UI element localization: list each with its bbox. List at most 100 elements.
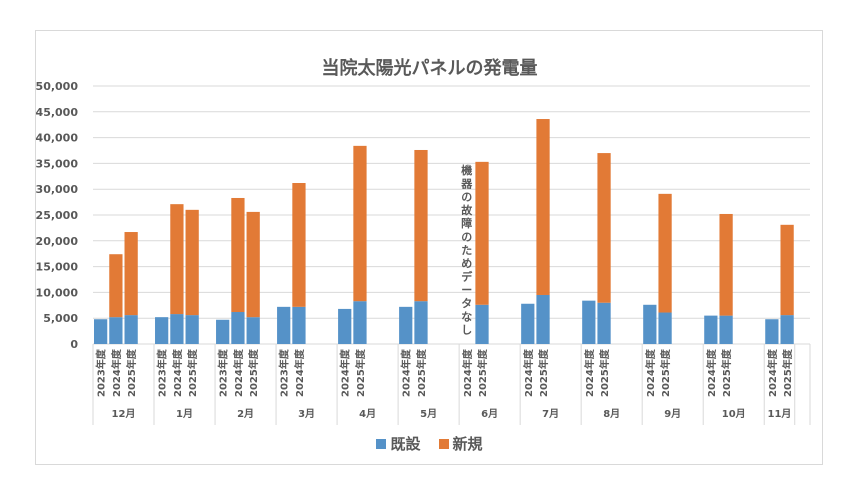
year-label: 2025年度 xyxy=(247,348,260,397)
year-label: 2023年度 xyxy=(278,348,291,397)
bar-existing xyxy=(94,319,108,344)
annotation-char: 機 xyxy=(461,163,472,177)
year-label: 2025年度 xyxy=(354,348,367,397)
bar-new xyxy=(780,224,794,316)
y-tick-label: 10,000 xyxy=(36,286,79,299)
bar-existing xyxy=(643,304,657,344)
bar-existing xyxy=(719,315,733,344)
annotation-char: ー xyxy=(461,284,472,297)
bar-new xyxy=(170,204,184,315)
month-label: 8月 xyxy=(603,408,620,420)
bar-existing xyxy=(597,302,611,344)
bar-existing xyxy=(338,308,352,344)
bar-existing xyxy=(704,315,718,344)
bar-existing xyxy=(185,315,199,344)
bar-new xyxy=(185,209,199,316)
year-label: 2024年度 xyxy=(293,348,306,397)
chart-frame xyxy=(35,30,823,465)
year-label: 2024年度 xyxy=(705,348,718,397)
year-label: 2024年度 xyxy=(110,348,123,397)
bar-existing xyxy=(780,315,794,344)
y-tick-label: 0 xyxy=(70,338,78,351)
month-label: 7月 xyxy=(542,408,559,420)
year-label: 2023年度 xyxy=(95,348,108,397)
month-label: 2月 xyxy=(237,408,254,420)
month-label: 4月 xyxy=(359,408,376,420)
year-label: 2024年度 xyxy=(522,348,535,397)
year-label: 2024年度 xyxy=(400,348,413,397)
bar-new xyxy=(597,153,611,303)
year-label: 2024年度 xyxy=(461,348,474,397)
year-label: 2025年度 xyxy=(781,348,794,397)
annotation-char: 障 xyxy=(461,216,472,230)
y-tick-label: 45,000 xyxy=(36,106,79,119)
month-label: 11月 xyxy=(768,408,792,420)
year-label: 2023年度 xyxy=(217,348,230,397)
bar-existing xyxy=(124,315,138,344)
bar-existing xyxy=(582,300,596,344)
bar-existing xyxy=(658,312,672,344)
year-label: 2024年度 xyxy=(766,348,779,397)
legend-item-existing: 既設 xyxy=(376,433,421,454)
month-label: 5月 xyxy=(420,408,437,420)
annotation-char: の xyxy=(461,191,472,204)
year-label: 2025年度 xyxy=(476,348,489,397)
year-label: 2024年度 xyxy=(339,348,352,397)
bar-new xyxy=(109,254,123,318)
legend-label-new: 新規 xyxy=(452,435,483,453)
month-label: 1月 xyxy=(176,408,193,420)
bar-existing xyxy=(231,312,245,344)
annotation-char: な xyxy=(461,310,472,323)
bar-existing xyxy=(292,306,306,344)
bar-existing xyxy=(521,303,535,344)
year-label: 2025年度 xyxy=(125,348,138,397)
annotation-char: 器 xyxy=(460,177,473,190)
bar-new xyxy=(246,211,260,318)
bar-existing xyxy=(216,319,230,344)
bar-new xyxy=(475,161,489,305)
bar-existing xyxy=(155,317,169,344)
year-label: 2025年度 xyxy=(659,348,672,397)
year-label: 2024年度 xyxy=(171,348,184,397)
month-label: 12月 xyxy=(112,408,136,420)
month-label: 9月 xyxy=(664,408,681,420)
bar-existing xyxy=(536,294,550,344)
year-label: 2025年度 xyxy=(598,348,611,397)
bar-new xyxy=(353,145,367,302)
bar-existing xyxy=(765,319,779,344)
bar-new xyxy=(292,183,306,307)
y-tick-label: 15,000 xyxy=(36,261,79,274)
y-tick-label: 40,000 xyxy=(36,132,79,145)
month-label: 10月 xyxy=(722,408,746,420)
legend-swatch-new xyxy=(438,438,449,449)
month-label: 3月 xyxy=(298,408,315,420)
bar-existing xyxy=(170,314,184,344)
bar-new xyxy=(414,149,428,302)
y-tick-label: 5,000 xyxy=(43,312,78,325)
bar-new xyxy=(231,197,245,313)
annotation-char: 故 xyxy=(461,203,473,217)
legend-item-new: 新規 xyxy=(438,433,483,454)
chart-title: 当院太陽光パネルの発電量 xyxy=(321,58,538,79)
year-label: 2024年度 xyxy=(232,348,245,397)
annotation-char: タ xyxy=(461,297,472,310)
year-label: 2024年度 xyxy=(583,348,596,397)
annotation-char: め xyxy=(461,257,472,270)
y-tick-label: 50,000 xyxy=(36,80,79,93)
bar-existing xyxy=(399,306,413,344)
bar-new xyxy=(658,193,672,313)
bar-existing xyxy=(414,301,428,344)
y-tick-label: 35,000 xyxy=(36,157,79,170)
legend: 既設 新規 xyxy=(0,433,859,454)
month-label: 6月 xyxy=(481,408,498,420)
bar-existing xyxy=(353,301,367,344)
bar-new xyxy=(536,119,550,295)
annotation-char: し xyxy=(461,324,472,337)
year-label: 2023年度 xyxy=(156,348,169,397)
legend-label-existing: 既設 xyxy=(390,435,421,453)
bar-existing xyxy=(475,304,489,344)
legend-swatch-existing xyxy=(376,438,387,449)
year-label: 2025年度 xyxy=(537,348,550,397)
bar-existing xyxy=(109,317,123,344)
annotation-char: た xyxy=(461,244,472,257)
